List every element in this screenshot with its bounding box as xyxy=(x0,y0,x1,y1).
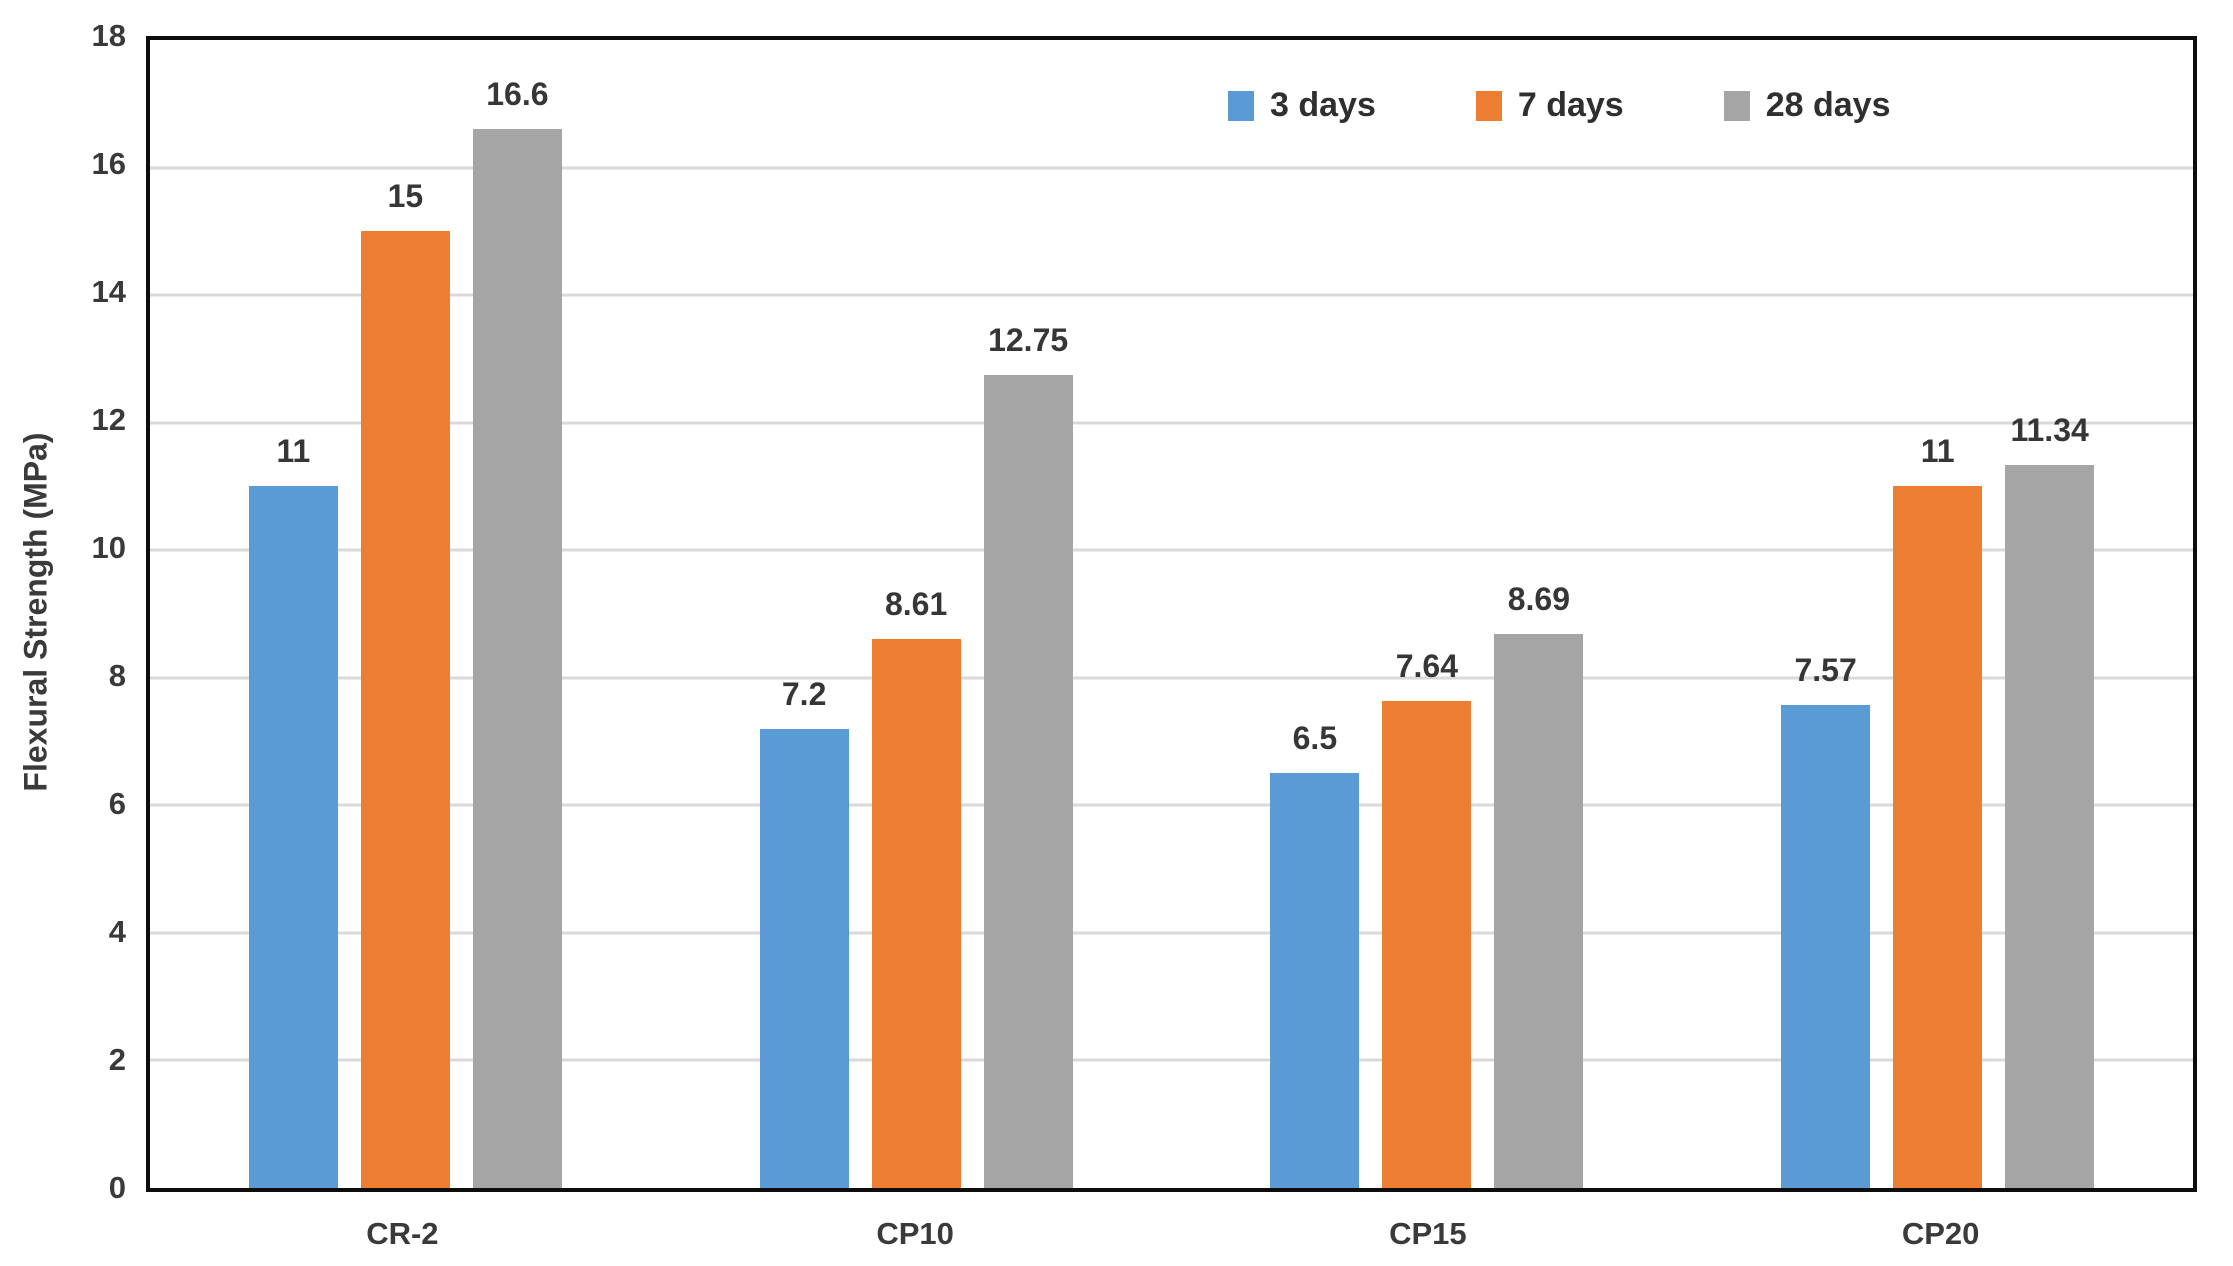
gridline xyxy=(150,803,2193,807)
gridline xyxy=(150,548,2193,552)
bar-28-days-cr-2: 16.6 xyxy=(472,76,562,1188)
bar-value-label: 11 xyxy=(276,433,311,470)
bar-group-cp15: 6.5 7.64 8.69 xyxy=(1172,40,1683,1188)
x-category-label-cp20: CP20 xyxy=(1901,1216,1980,1251)
bar-value-label: 7.64 xyxy=(1395,647,1459,684)
bar-group-cr-2: 11 15 16.6 xyxy=(150,40,661,1188)
legend-color-swatch-icon xyxy=(1723,90,1750,121)
plot-area: 11 15 16.6 7.2 8.61 12.75 6.5 7.64 8.69 7.57 11 11.… xyxy=(146,36,2197,1192)
gridline xyxy=(150,166,2193,170)
legend-item-28-days: 28 days xyxy=(1723,86,1891,125)
bar-28-days-cp15: 8.69 xyxy=(1494,581,1584,1188)
x-category-label-cp15: CP15 xyxy=(1389,1216,1467,1251)
bar-7-days-cp10: 8.61 xyxy=(871,586,961,1188)
gridline xyxy=(150,676,2193,680)
y-tick-label-2: 2 xyxy=(108,1042,126,1077)
legend: 3 days 7 days 28 days xyxy=(1228,86,1890,125)
bar-value-label: 15 xyxy=(387,178,424,215)
bar-value-label: 12.75 xyxy=(988,321,1069,358)
legend-label: 3 days xyxy=(1270,86,1376,124)
bar-value-label: 8.69 xyxy=(1507,580,1571,617)
legend-color-swatch-icon xyxy=(1228,90,1254,121)
y-tick-label-4: 4 xyxy=(108,914,126,949)
bar-3-days-cp15: 6.5 xyxy=(1270,720,1360,1188)
legend-item-7-days: 7 days xyxy=(1475,86,1624,125)
x-category-label-cp10: CP10 xyxy=(876,1216,954,1251)
bar-value-label: 11 xyxy=(1920,433,1955,470)
legend-item-3-days: 3 days xyxy=(1228,86,1376,125)
bar-groups: 11 15 16.6 7.2 8.61 12.75 6.5 7.64 8.69 7.57 11 11.… xyxy=(150,40,2193,1188)
bar-28-days-cp10: 12.75 xyxy=(983,322,1073,1188)
bar-7-days-cr-2: 15 xyxy=(360,178,450,1188)
gridline xyxy=(150,1058,2193,1062)
y-tick-label-14: 14 xyxy=(91,274,126,309)
bar-value-label: 16.6 xyxy=(486,76,549,113)
gridline xyxy=(150,421,2193,425)
y-tick-label-18: 18 xyxy=(91,18,126,53)
bar-3-days-cr-2: 11 xyxy=(248,433,338,1188)
bar-group-cp20: 7.57 11 11.34 xyxy=(1682,40,2193,1188)
bar-value-label: 7.2 xyxy=(781,675,827,712)
x-category-label-cr-2: CR-2 xyxy=(366,1216,439,1251)
bar-value-label: 6.5 xyxy=(1292,720,1338,757)
legend-label: 7 days xyxy=(1517,86,1624,124)
gridline xyxy=(150,293,2193,297)
legend-label: 28 days xyxy=(1765,86,1891,124)
legend-color-swatch-icon xyxy=(1475,90,1502,121)
bar-value-label: 8.61 xyxy=(884,585,948,622)
bar-value-label: 7.57 xyxy=(1794,652,1857,689)
y-tick-label-0: 0 xyxy=(108,1170,126,1205)
bar-7-days-cp15: 7.64 xyxy=(1382,648,1472,1188)
bar-3-days-cp10: 7.2 xyxy=(759,676,849,1188)
bar-group-cp10: 7.2 8.61 12.75 xyxy=(661,40,1172,1188)
bar-3-days-cp20: 7.57 xyxy=(1781,652,1871,1188)
y-tick-label-16: 16 xyxy=(91,146,126,181)
bar-28-days-cp20: 11.34 xyxy=(2005,412,2095,1188)
bar-7-days-cp20: 11 xyxy=(1893,433,1983,1188)
gridline xyxy=(150,931,2193,935)
y-axis-title: Flexural Strength (MPa) xyxy=(17,432,54,792)
bar-value-label: 11.34 xyxy=(2010,411,2089,448)
